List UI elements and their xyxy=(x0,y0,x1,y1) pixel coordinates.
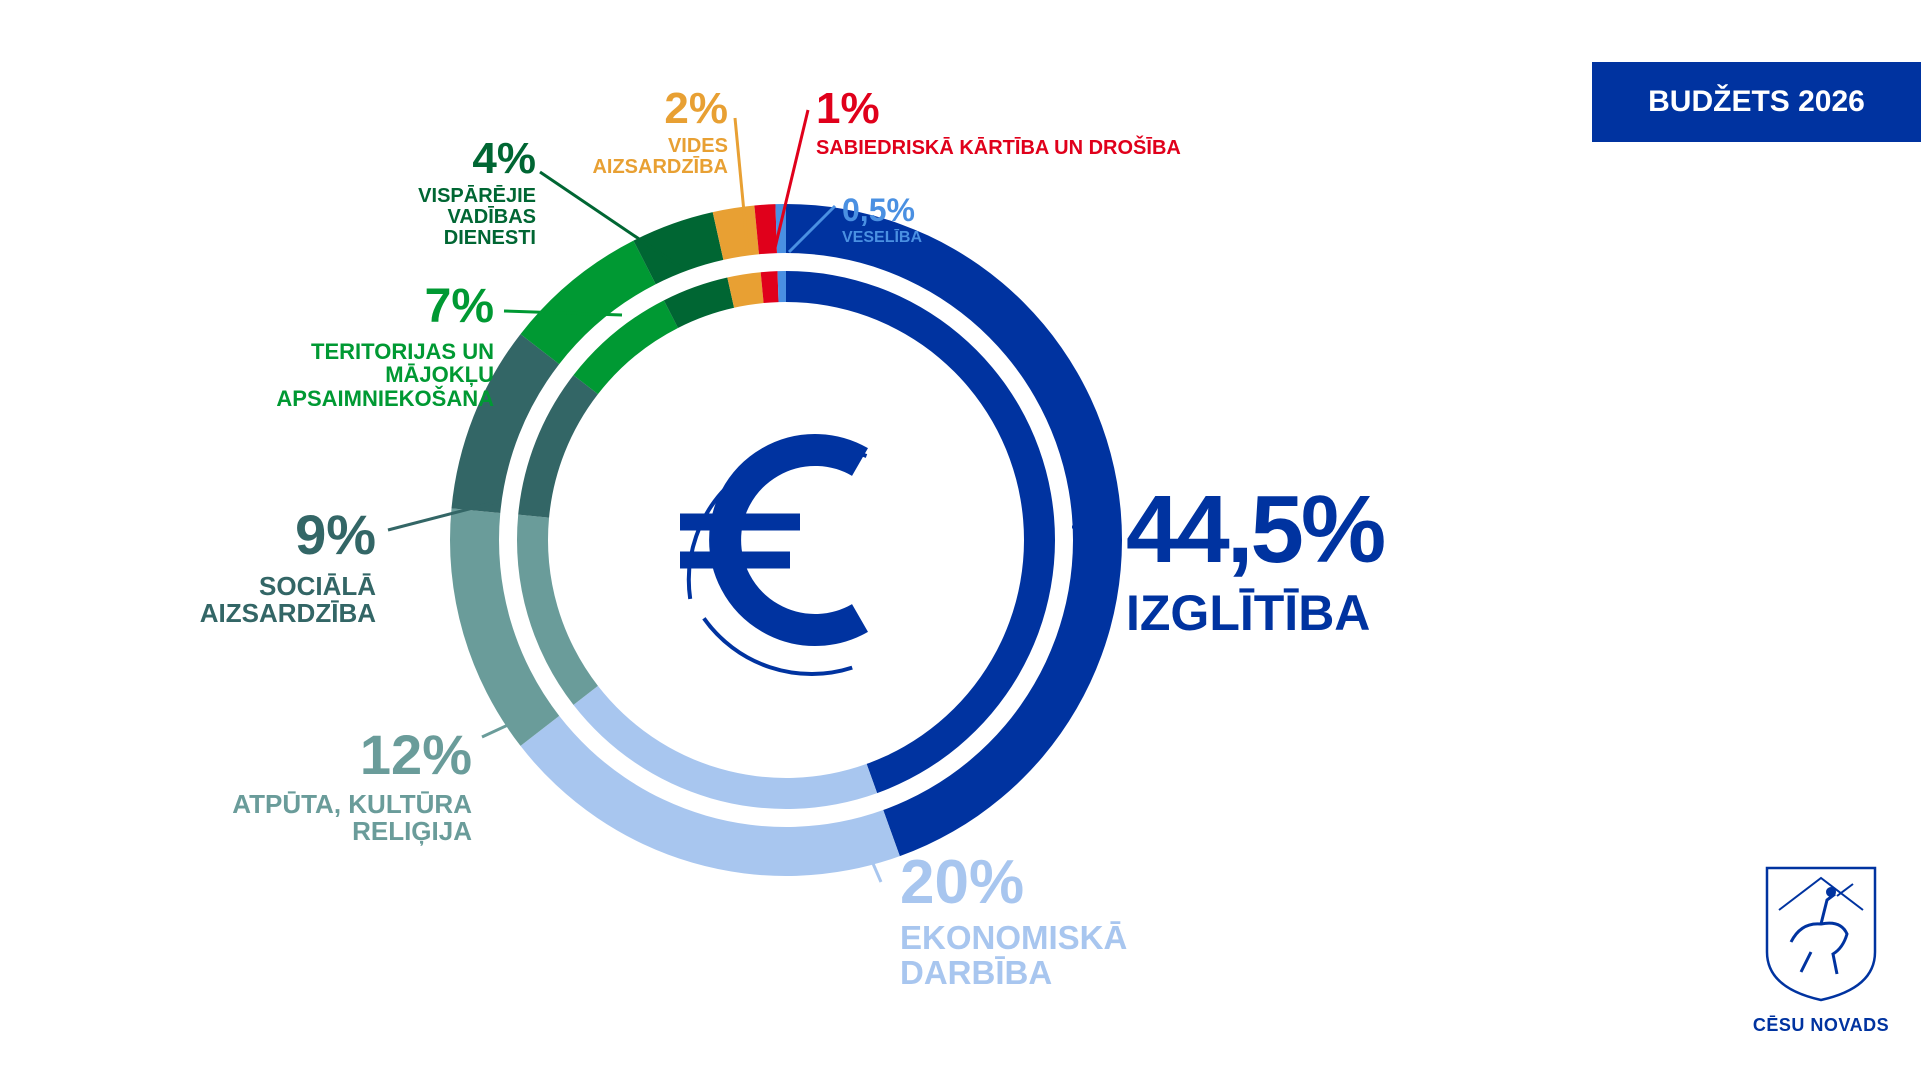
outer-slice-izglitiba xyxy=(786,204,1122,857)
name-veseliba: VESELĪBA xyxy=(842,228,923,246)
label-ekonomiska: 20% EKONOMISKĀ DARBĪBA xyxy=(900,850,1200,990)
name-ekonomiska: EKONOMISKĀ DARBĪBA xyxy=(900,919,1128,991)
leader-atputa xyxy=(481,703,552,739)
name-sociala: SOCIĀLĀ AIZSARDZĪBA xyxy=(199,570,376,629)
name-teritorijas: TERITORIJAS UN MĀJOKĻU APSAIMNIEKOŠANA xyxy=(276,339,494,411)
leader-sociala xyxy=(387,499,501,532)
pct-veseliba: 0,5% xyxy=(842,192,915,228)
outer-slice-visparejie xyxy=(633,212,724,285)
leader-vides xyxy=(733,117,750,255)
inner-slice-visparejie xyxy=(663,277,735,328)
inner-slice-veseliba xyxy=(777,271,786,303)
leader-veseliba xyxy=(787,204,837,254)
outer-slice-sabiedriska xyxy=(754,204,777,255)
leader-lines xyxy=(387,109,1105,883)
name-atputa: ATPŪTA, KULTŪRA RELIĢIJA xyxy=(232,788,472,847)
inner-slice-atputa xyxy=(517,514,598,705)
label-vides: 2% VIDES AIZSARDZĪBA xyxy=(560,84,728,179)
name-sabiedriska: SABIEDRISKĀ KĀRTĪBA UN DROŠĪBA xyxy=(816,137,1181,160)
name-vides: VIDES AIZSARDZĪBA xyxy=(592,135,728,179)
inner-slice-sociala xyxy=(518,375,598,518)
euro-icon xyxy=(680,434,868,676)
inner-ring xyxy=(517,271,1055,809)
leader-sabiedriska xyxy=(772,109,810,253)
label-izglitiba: 44,5% IZGLĪTĪBA xyxy=(1126,476,1386,641)
outer-slice-ekonomiska xyxy=(520,715,900,876)
logo-label: CĒSU NOVADS xyxy=(1752,1015,1890,1035)
outer-slice-teritorijas xyxy=(520,240,656,365)
leader-visparejie xyxy=(539,170,686,272)
budget-year-badge: BUDŽETS 2026 xyxy=(1592,62,1921,142)
label-veseliba: 0,5% VESELĪBA xyxy=(842,192,923,246)
outer-slice-atputa xyxy=(450,508,560,746)
inner-slice-teritorijas xyxy=(573,300,678,395)
label-atputa: 12% ATPŪTA, KULTŪRA RELIĢIJA xyxy=(180,723,472,847)
pct-ekonomiska: 20% xyxy=(900,848,1025,917)
pct-vides: 2% xyxy=(664,84,728,133)
outer-slice-sociala xyxy=(451,334,560,513)
pct-atputa: 12% xyxy=(359,723,472,786)
outer-ring xyxy=(450,204,1122,876)
pct-sociala: 9% xyxy=(295,503,376,566)
name-visparejie: VISPĀRĒJIE VADĪBAS DIENESTI xyxy=(418,185,536,250)
inner-slice-vides xyxy=(727,272,764,308)
pct-sabiedriska: 1% xyxy=(816,84,880,133)
label-teritorijas: 7% TERITORIJAS UN MĀJOKĻU APSAIMNIEKOŠAN… xyxy=(230,280,494,411)
leader-ekonomiska xyxy=(853,821,883,883)
inner-slice-ekonomiska xyxy=(573,685,878,809)
inner-slice-sabiedriska xyxy=(760,271,779,304)
cesu-novads-logo: CĒSU NOVADS xyxy=(1736,864,1906,1036)
leader-teritorijas xyxy=(503,309,623,317)
pct-visparejie: 4% xyxy=(472,134,536,183)
label-sabiedriska: 1% SABIEDRISKĀ KĀRTĪBA UN DROŠĪBA xyxy=(816,84,1181,160)
coat-of-arms-icon xyxy=(1765,866,1877,1002)
inner-slice-izglitiba xyxy=(786,271,1055,794)
label-visparejie: 4% VISPĀRĒJIE VADĪBAS DIENESTI xyxy=(376,134,536,250)
label-sociala: 9% SOCIĀLĀ AIZSARDZĪBA xyxy=(158,503,376,629)
pct-izglitiba: 44,5% xyxy=(1126,476,1386,583)
pct-teritorijas: 7% xyxy=(424,280,494,333)
name-izglitiba: IZGLĪTĪBA xyxy=(1126,584,1371,641)
